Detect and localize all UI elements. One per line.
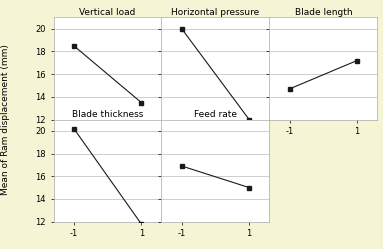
Title: Vertical load: Vertical load — [79, 8, 136, 17]
Text: Mean of Ram displacement (mm): Mean of Ram displacement (mm) — [1, 44, 10, 195]
Title: Blade length: Blade length — [295, 8, 352, 17]
Title: Feed rate: Feed rate — [194, 110, 237, 119]
Title: Horizontal pressure: Horizontal pressure — [171, 8, 260, 17]
Title: Blade thickness: Blade thickness — [72, 110, 143, 119]
